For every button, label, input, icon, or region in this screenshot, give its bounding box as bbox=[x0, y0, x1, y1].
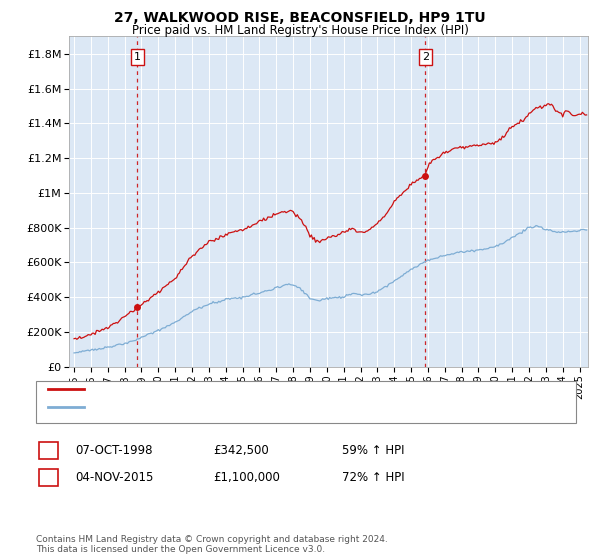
Text: Price paid vs. HM Land Registry's House Price Index (HPI): Price paid vs. HM Land Registry's House … bbox=[131, 24, 469, 36]
Text: 2: 2 bbox=[44, 470, 53, 484]
Text: 2: 2 bbox=[422, 52, 429, 62]
Text: 27, WALKWOOD RISE, BEACONSFIELD, HP9 1TU (detached house): 27, WALKWOOD RISE, BEACONSFIELD, HP9 1TU… bbox=[93, 385, 435, 394]
Text: 04-NOV-2015: 04-NOV-2015 bbox=[75, 470, 154, 484]
Text: £342,500: £342,500 bbox=[213, 444, 269, 458]
Text: HPI: Average price, detached house, Buckinghamshire: HPI: Average price, detached house, Buck… bbox=[93, 403, 377, 412]
Text: 07-OCT-1998: 07-OCT-1998 bbox=[75, 444, 152, 458]
Text: 1: 1 bbox=[44, 444, 53, 458]
Text: 59% ↑ HPI: 59% ↑ HPI bbox=[342, 444, 404, 458]
Text: 27, WALKWOOD RISE, BEACONSFIELD, HP9 1TU: 27, WALKWOOD RISE, BEACONSFIELD, HP9 1TU bbox=[114, 11, 486, 25]
Text: 72% ↑ HPI: 72% ↑ HPI bbox=[342, 470, 404, 484]
Text: £1,100,000: £1,100,000 bbox=[213, 470, 280, 484]
Text: Contains HM Land Registry data © Crown copyright and database right 2024.
This d: Contains HM Land Registry data © Crown c… bbox=[36, 535, 388, 554]
Text: 1: 1 bbox=[134, 52, 141, 62]
